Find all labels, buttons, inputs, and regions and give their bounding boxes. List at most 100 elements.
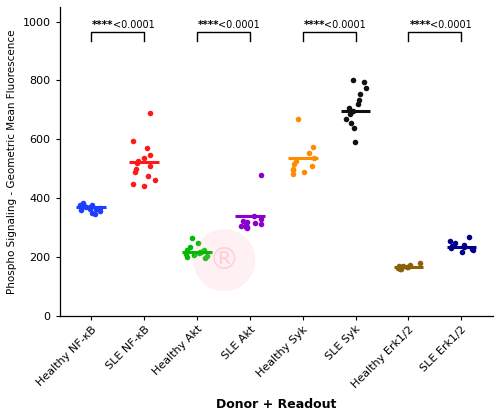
Point [404,264,412,271]
Point [186,244,194,251]
Point [196,248,204,255]
Point [129,138,137,144]
Text: <0.0001: <0.0001 [430,20,472,30]
Point [80,203,88,210]
Point [88,209,96,216]
Point [196,249,204,256]
Point [202,255,209,261]
Point [78,200,86,207]
Point [344,105,352,112]
Point [406,261,413,268]
Point [416,260,424,267]
Point [458,248,466,255]
Point [82,204,90,210]
Point [305,150,313,157]
Point [346,111,354,117]
Text: <0.0001: <0.0001 [324,20,366,30]
Point [146,163,154,169]
Point [133,160,141,167]
X-axis label: Donor + Readout: Donor + Readout [216,398,336,411]
Text: ****: **** [410,20,431,30]
Point [242,224,250,231]
Point [140,155,148,162]
Point [292,158,300,165]
Point [144,173,152,179]
Point [242,225,250,232]
Point [460,241,468,248]
Point [182,251,190,257]
Point [310,143,318,150]
Point [143,145,151,151]
Point [88,202,96,209]
Point [346,120,354,127]
Y-axis label: Phospho Signaling - Geometric Mean Fluorescence: Phospho Signaling - Geometric Mean Fluor… [7,29,17,293]
Text: ®: ® [209,246,240,275]
Point [356,90,364,97]
Text: <0.0001: <0.0001 [112,20,154,30]
Point [300,169,308,176]
Point [90,211,98,218]
Point [134,158,141,165]
Text: ****: **** [304,20,325,30]
Point [400,263,407,269]
Point [242,222,250,229]
Point [349,108,357,115]
Point [394,265,402,271]
Point [288,166,296,172]
Point [140,183,148,190]
Point [354,101,362,107]
Point [308,163,316,170]
Point [468,247,476,254]
Point [294,116,302,122]
Text: <0.0001: <0.0001 [218,20,260,30]
Point [194,250,202,256]
Text: ****: **** [198,20,220,30]
Point [146,151,154,158]
Point [349,77,357,84]
Point [183,254,191,260]
Point [204,252,212,259]
Point [92,206,100,213]
Point [86,206,94,212]
Point [362,84,370,91]
Point [128,181,136,187]
Point [258,216,266,223]
Point [242,219,250,226]
Point [460,243,468,250]
Point [354,96,362,103]
Point [183,246,191,253]
Point [76,201,84,208]
Point [448,242,456,249]
Point [360,79,368,85]
Point [468,246,476,252]
Point [86,204,94,211]
Point [258,221,266,227]
Point [188,234,196,241]
Point [77,207,85,214]
Point [194,240,202,246]
Point [396,265,404,272]
Text: ****: **** [92,20,114,30]
Point [394,263,402,270]
Point [450,240,458,246]
Point [243,224,251,230]
Point [310,155,318,162]
Point [130,168,138,175]
Point [190,252,198,258]
Point [396,266,404,273]
Point [96,205,104,212]
Point [403,264,411,270]
Point [250,212,258,219]
Point [351,139,359,145]
Point [465,234,473,240]
Point [240,218,248,224]
Point [290,161,298,168]
Point [289,171,297,177]
Point [238,223,246,229]
Point [252,220,260,227]
Point [150,177,158,184]
Point [132,166,140,172]
Point [200,247,207,254]
Point [146,110,154,116]
Point [447,245,455,251]
